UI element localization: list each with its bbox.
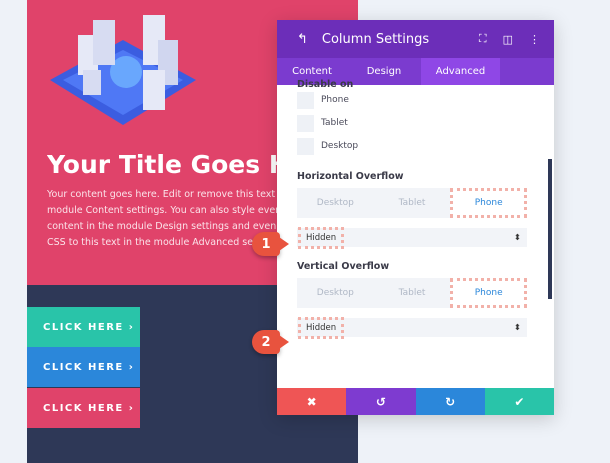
undo-icon: ↺ bbox=[375, 394, 386, 409]
disable-tablet-checkbox[interactable]: Tablet bbox=[297, 112, 534, 134]
tab-design[interactable]: Design bbox=[366, 66, 402, 77]
back-icon[interactable]: ↰ bbox=[297, 31, 308, 47]
vertical-device-tabs: Desktop Tablet Phone bbox=[297, 278, 528, 308]
tab-advanced[interactable]: Advanced bbox=[421, 58, 500, 85]
checkbox-label: Desktop bbox=[321, 141, 359, 151]
horizontal-device-tabs: Desktop Tablet Phone bbox=[297, 188, 528, 218]
body-line: module Content settings. You can also st… bbox=[47, 205, 294, 216]
panel-header: ↰ Column Settings ⛶ ◫ ⋮ bbox=[277, 20, 554, 58]
device-desktop[interactable]: Desktop bbox=[316, 198, 354, 208]
device-phone[interactable]: Phone bbox=[450, 278, 528, 308]
checkbox[interactable] bbox=[297, 137, 314, 155]
select-arrows-icon: ⬍ bbox=[513, 322, 521, 333]
check-icon: ✔ bbox=[514, 394, 525, 409]
panel-tabs: Content Design Advanced bbox=[277, 58, 554, 85]
body-line: Your content goes here. Edit or remove t… bbox=[47, 189, 290, 200]
tab-content[interactable]: Content bbox=[292, 66, 332, 77]
undo-button[interactable]: ↺ bbox=[346, 388, 416, 415]
more-options-icon[interactable]: ⋮ bbox=[529, 32, 540, 46]
hero-body: Your content goes here. Edit or remove t… bbox=[47, 187, 358, 251]
city-illustration bbox=[50, 15, 196, 125]
device-desktop[interactable]: Desktop bbox=[316, 288, 354, 298]
scrollbar[interactable] bbox=[548, 159, 552, 299]
step-badge-1: 1 bbox=[252, 232, 289, 256]
click-here-button-pink[interactable]: CLICK HERE › bbox=[27, 388, 140, 428]
click-here-button-blue[interactable]: CLICK HERE › bbox=[27, 347, 140, 387]
column-settings-panel: ↰ Column Settings ⛶ ◫ ⋮ Content Design A… bbox=[277, 20, 554, 415]
close-icon: ✖ bbox=[306, 394, 317, 409]
checkbox[interactable] bbox=[297, 114, 314, 132]
device-phone[interactable]: Phone bbox=[450, 188, 528, 218]
checkbox-label: Tablet bbox=[321, 118, 348, 128]
body-line: CSS to this text in the module Advanced … bbox=[47, 237, 270, 248]
discard-button[interactable]: ✖ bbox=[277, 388, 347, 415]
checkbox[interactable] bbox=[297, 91, 314, 109]
select-value: Hidden bbox=[297, 316, 345, 339]
disable-phone-checkbox[interactable]: Phone bbox=[297, 89, 534, 111]
horizontal-overflow-label: Horizontal Overflow bbox=[297, 171, 404, 182]
split-view-icon[interactable]: ◫ bbox=[502, 32, 513, 46]
select-value: Hidden bbox=[297, 226, 345, 249]
redo-icon: ↻ bbox=[445, 394, 456, 409]
save-button[interactable]: ✔ bbox=[484, 388, 554, 415]
checkbox-label: Phone bbox=[321, 95, 349, 105]
select-arrows-icon: ⬍ bbox=[513, 232, 521, 243]
panel-title: Column Settings bbox=[321, 31, 430, 47]
click-here-button-green[interactable]: CLICK HERE › bbox=[27, 307, 140, 347]
step-badge-2: 2 bbox=[252, 330, 289, 354]
panel-content: Disable on Phone Tablet Desktop Horizont… bbox=[277, 79, 554, 382]
disable-on-label: Disable on bbox=[297, 79, 354, 89]
disable-desktop-checkbox[interactable]: Desktop bbox=[297, 135, 534, 157]
device-tablet[interactable]: Tablet bbox=[398, 288, 426, 298]
vertical-overflow-label: Vertical Overflow bbox=[297, 261, 390, 272]
body-line: content in the module Design settings an… bbox=[47, 221, 292, 232]
redo-button[interactable]: ↻ bbox=[415, 388, 485, 415]
horizontal-overflow-select[interactable]: Hidden ⬍ bbox=[297, 226, 527, 249]
fullscreen-icon[interactable]: ⛶ bbox=[478, 32, 487, 45]
panel-footer: ✖ ↺ ↻ ✔ bbox=[277, 388, 554, 415]
vertical-overflow-select[interactable]: Hidden ⬍ bbox=[297, 316, 527, 339]
device-tablet[interactable]: Tablet bbox=[398, 198, 426, 208]
hero-title: Your Title Goes He bbox=[47, 150, 307, 179]
